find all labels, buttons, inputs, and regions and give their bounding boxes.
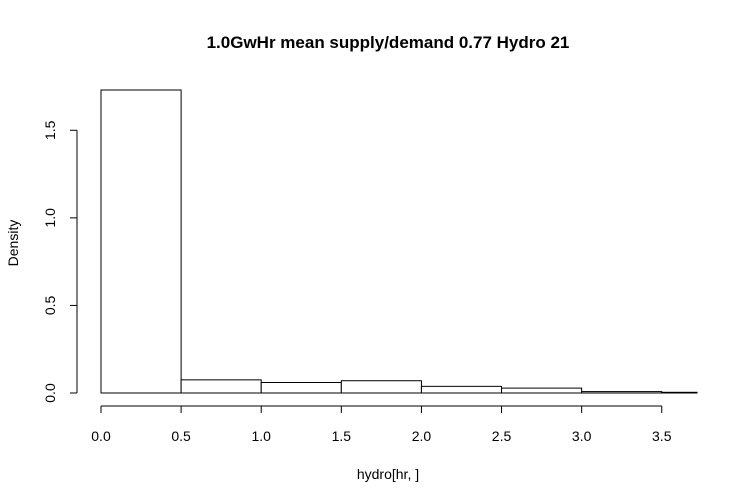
histogram-bar bbox=[340, 380, 422, 394]
x-tick-label: 0.0 bbox=[91, 428, 111, 444]
y-tick-label: 0.0 bbox=[42, 383, 58, 403]
histogram-bar bbox=[100, 89, 182, 394]
x-tick-label: 2.0 bbox=[412, 428, 432, 444]
x-tick-label: 3.5 bbox=[652, 428, 672, 444]
histogram-bar bbox=[661, 391, 698, 394]
x-tick-label: 0.5 bbox=[171, 428, 191, 444]
histogram-bar bbox=[260, 381, 342, 394]
y-tick-label: 1.5 bbox=[42, 120, 58, 140]
y-axis: 0.0 0.5 1.0 1.5 bbox=[42, 120, 78, 403]
histogram-bar bbox=[180, 379, 262, 394]
histogram-bar bbox=[501, 387, 583, 394]
x-tick-label: 2.5 bbox=[492, 428, 512, 444]
y-axis-label: Density bbox=[5, 220, 21, 267]
histogram-bar bbox=[581, 391, 663, 394]
x-tick-label: 3.0 bbox=[572, 428, 592, 444]
y-tick-label: 1.0 bbox=[42, 208, 58, 228]
x-axis: 0.0 0.5 1.0 1.5 2.0 2.5 3.0 3.5 bbox=[91, 405, 672, 444]
x-axis-label: hydro[hr, ] bbox=[357, 466, 419, 482]
y-tick-label: 0.5 bbox=[42, 295, 58, 315]
bars-group bbox=[100, 89, 698, 394]
x-tick-label: 1.5 bbox=[332, 428, 352, 444]
x-tick-label: 1.0 bbox=[251, 428, 271, 444]
histogram-bar bbox=[420, 385, 503, 394]
chart-title: 1.0GwHr mean supply/demand 0.77 Hydro 21 bbox=[207, 33, 570, 52]
